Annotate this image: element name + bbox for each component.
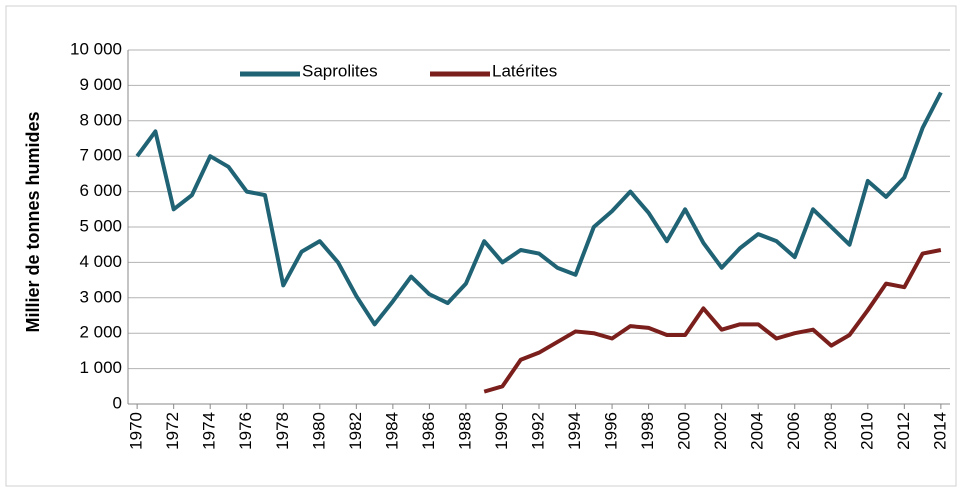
line-series (483, 248, 942, 394)
x-tick-label: 1982 (346, 412, 365, 450)
x-tick-label: 2008 (821, 412, 840, 450)
y-tick-label: 10 000 (70, 39, 122, 58)
x-tick-label: 2004 (748, 412, 767, 450)
x-tick-label: 2002 (711, 412, 730, 450)
x-tick-label: 2012 (894, 412, 913, 450)
y-tick-label: 6 000 (79, 181, 122, 200)
y-tick-label: 4 000 (79, 252, 122, 271)
y-tick-label: 7 000 (79, 146, 122, 165)
y-tick-label: 3 000 (79, 287, 122, 306)
x-tick-label: 1990 (492, 412, 511, 450)
x-tick-label: 2014 (930, 412, 949, 450)
x-tick-label: 1992 (528, 412, 547, 450)
y-tick-label: 1 000 (79, 358, 122, 377)
x-tick-label: 2000 (675, 412, 694, 450)
x-tick-label: 1998 (638, 412, 657, 450)
x-tick-label: 1996 (602, 412, 621, 450)
legend-label: Saprolites (302, 61, 378, 80)
line-series (135, 91, 943, 327)
legend-label: Latérites (492, 61, 557, 80)
y-tick-label: 9 000 (79, 75, 122, 94)
x-tick-label: 2010 (857, 412, 876, 450)
x-tick-label: 1978 (273, 412, 292, 450)
x-tick-label: 2006 (784, 412, 803, 450)
x-tick-label: 1970 (127, 412, 146, 450)
y-tick-label: 8 000 (79, 110, 122, 129)
x-tick-label: 1976 (236, 412, 255, 450)
x-tick-label: 1986 (419, 412, 438, 450)
y-tick-label: 2 000 (79, 323, 122, 342)
x-tick-label: 1984 (382, 412, 401, 450)
y-tick-label: 5 000 (79, 216, 122, 235)
x-tick-label: 1994 (565, 412, 584, 450)
x-tick-label: 1980 (309, 412, 328, 450)
x-tick-label: 1974 (200, 412, 219, 450)
x-tick-label: 1972 (163, 412, 182, 450)
x-tick-label: 1988 (455, 412, 474, 450)
y-axis-label: Millier de tonnes humides (23, 111, 43, 332)
y-tick-label: 0 (113, 393, 122, 412)
